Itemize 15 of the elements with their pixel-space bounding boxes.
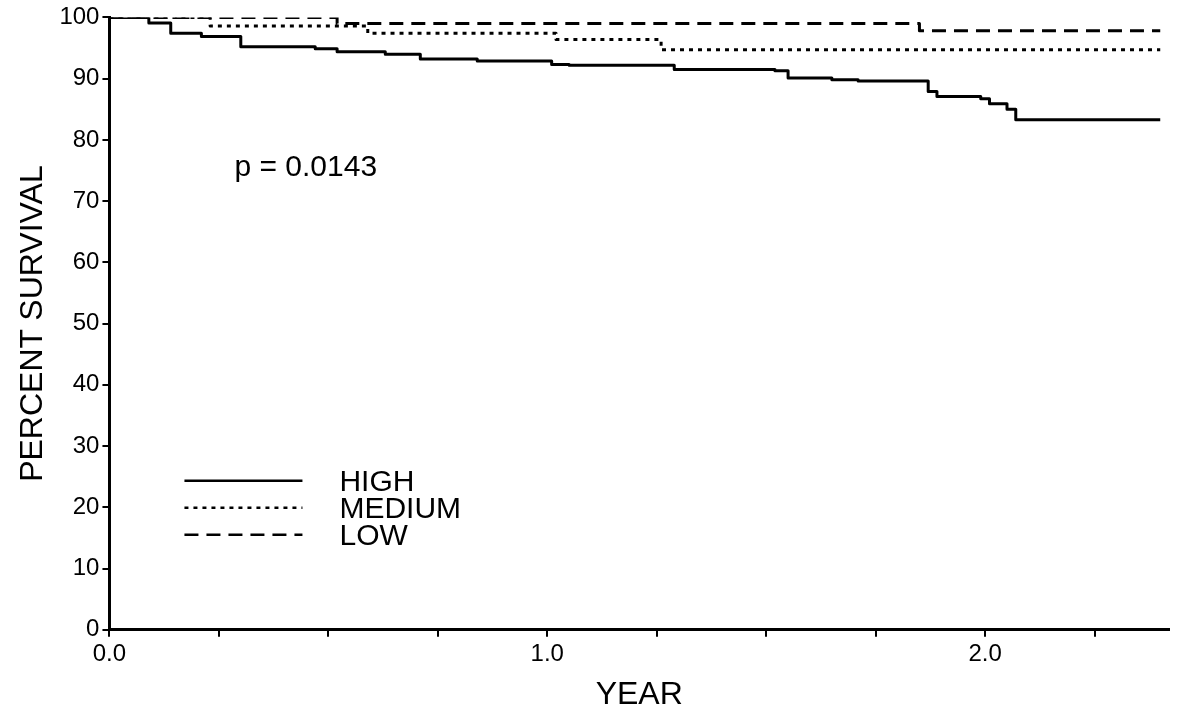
x-tick-label: 2.0 (968, 638, 1002, 666)
y-tick-label: 80 (72, 124, 100, 152)
y-tick-label: 70 (72, 185, 100, 213)
y-tick-label: 90 (72, 63, 100, 91)
y-tick-label: 60 (72, 246, 100, 274)
x-axis-title: YEAR (595, 674, 683, 711)
y-tick-label: 10 (72, 553, 100, 581)
y-tick-label: 100 (59, 2, 100, 30)
x-tick-label: 1.0 (530, 638, 564, 666)
y-tick-label: 20 (72, 491, 100, 519)
y-tick-label: 40 (72, 369, 100, 397)
y-tick-label: 50 (72, 308, 100, 336)
y-axis-title: PERCENT SURVIVAL (13, 165, 50, 482)
y-tick-label: 30 (72, 430, 100, 458)
annotation: p = 0.0143 (234, 148, 378, 182)
